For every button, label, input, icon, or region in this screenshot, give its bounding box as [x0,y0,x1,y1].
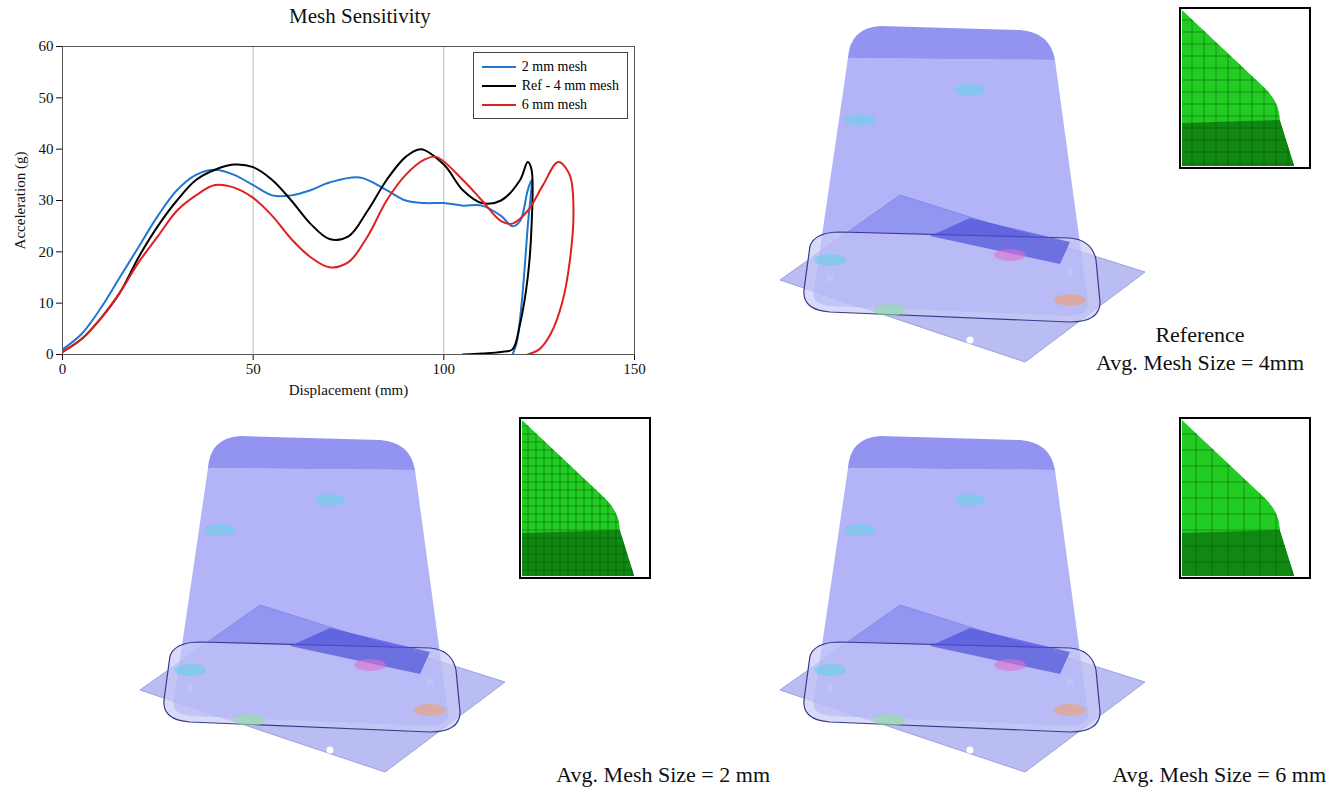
html-text:2 mm mesh: 2 mm mesh [521,58,588,74]
svg-text:60: 60 [39,38,54,54]
svg-text:Avg. Mesh Size = 6 mm: Avg. Mesh Size = 6 mm [1112,762,1326,787]
svg-text:Avg. Mesh Size = 2 mm: Avg. Mesh Size = 2 mm [556,762,770,787]
html-text:Ref - 4 mm mesh: Ref - 4 mm mesh [521,77,619,93]
svg-text:Reference: Reference [1155,322,1244,347]
svg-text:Acceleration (g): Acceleration (g) [12,152,29,250]
svg-text:50: 50 [246,361,261,377]
html-text:6 mm mesh: 6 mm mesh [521,96,588,112]
svg-text:30: 30 [39,192,54,208]
svg-text:Avg. Mesh Size = 4mm: Avg. Mesh Size = 4mm [1096,350,1304,375]
svg-text:50: 50 [39,90,54,106]
svg-text:150: 150 [623,361,646,377]
svg-text:40: 40 [39,141,54,157]
svg-text:0: 0 [46,346,54,362]
svg-text:100: 100 [433,361,456,377]
html-text:Mesh Sensitivity: Mesh Sensitivity [289,4,431,28]
svg-text:0: 0 [59,361,67,377]
svg-text:Displacement (mm): Displacement (mm) [289,382,409,399]
svg-text:20: 20 [39,244,54,260]
svg-text:10: 10 [39,295,54,311]
